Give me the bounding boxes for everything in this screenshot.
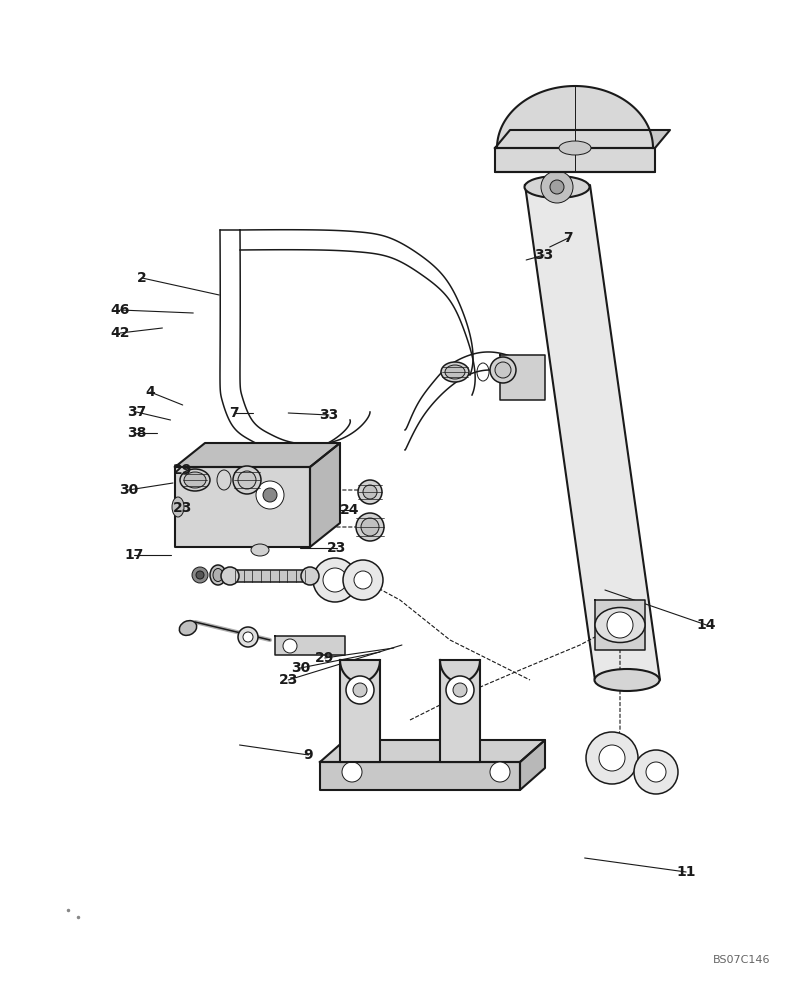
Circle shape <box>191 567 208 583</box>
Circle shape <box>453 683 466 697</box>
Ellipse shape <box>172 497 184 517</box>
Text: 37: 37 <box>127 405 146 419</box>
Ellipse shape <box>238 471 255 489</box>
Text: 7: 7 <box>563 231 573 245</box>
Polygon shape <box>440 660 479 682</box>
Ellipse shape <box>212 568 223 582</box>
Text: 4: 4 <box>145 385 155 399</box>
Circle shape <box>586 732 637 784</box>
Ellipse shape <box>444 365 465 379</box>
Text: 42: 42 <box>110 326 130 340</box>
Text: 2: 2 <box>137 271 147 285</box>
Text: 29: 29 <box>173 463 192 477</box>
Ellipse shape <box>251 544 268 556</box>
Polygon shape <box>175 443 340 467</box>
Polygon shape <box>519 740 544 790</box>
Polygon shape <box>340 660 380 682</box>
Text: 23: 23 <box>327 541 346 555</box>
Polygon shape <box>310 443 340 547</box>
Polygon shape <box>320 762 519 790</box>
Ellipse shape <box>301 567 319 585</box>
Circle shape <box>354 571 371 589</box>
Text: 29: 29 <box>315 651 334 665</box>
Circle shape <box>353 683 367 697</box>
Text: 23: 23 <box>173 501 192 515</box>
Text: 24: 24 <box>339 503 358 517</box>
Polygon shape <box>525 185 659 680</box>
Ellipse shape <box>355 513 384 541</box>
Circle shape <box>341 762 362 782</box>
Text: 7: 7 <box>229 406 238 420</box>
Circle shape <box>633 750 677 794</box>
Ellipse shape <box>363 485 376 499</box>
Polygon shape <box>440 660 479 762</box>
Ellipse shape <box>179 621 196 635</box>
Ellipse shape <box>440 362 469 382</box>
Circle shape <box>607 612 633 638</box>
Polygon shape <box>175 467 310 547</box>
Ellipse shape <box>358 480 381 504</box>
Text: 11: 11 <box>676 865 695 879</box>
Circle shape <box>345 676 374 704</box>
Ellipse shape <box>594 607 644 643</box>
Polygon shape <box>275 636 345 655</box>
Ellipse shape <box>210 565 225 585</box>
Text: 33: 33 <box>534 248 553 262</box>
Polygon shape <box>320 740 544 762</box>
Circle shape <box>489 762 509 782</box>
Circle shape <box>312 558 357 602</box>
Polygon shape <box>500 355 544 400</box>
Circle shape <box>195 571 204 579</box>
Circle shape <box>342 560 383 600</box>
Ellipse shape <box>180 469 210 491</box>
Circle shape <box>238 627 258 647</box>
Circle shape <box>255 481 284 509</box>
Circle shape <box>445 676 474 704</box>
Ellipse shape <box>594 669 659 691</box>
Text: 30: 30 <box>290 661 310 675</box>
Polygon shape <box>496 86 652 148</box>
Text: 17: 17 <box>124 548 144 562</box>
Text: 23: 23 <box>278 673 298 687</box>
Ellipse shape <box>495 362 510 378</box>
Polygon shape <box>495 148 654 172</box>
Text: 14: 14 <box>696 618 715 632</box>
Circle shape <box>242 632 253 642</box>
Ellipse shape <box>233 466 260 494</box>
Polygon shape <box>594 600 644 650</box>
Text: 38: 38 <box>127 426 146 440</box>
Circle shape <box>599 745 624 771</box>
Circle shape <box>540 171 573 203</box>
Text: 33: 33 <box>319 408 338 422</box>
Ellipse shape <box>524 176 589 198</box>
Polygon shape <box>340 660 380 762</box>
Circle shape <box>549 180 564 194</box>
Text: BS07C146: BS07C146 <box>711 955 769 965</box>
Circle shape <box>323 568 346 592</box>
Ellipse shape <box>558 141 590 155</box>
Ellipse shape <box>221 567 238 585</box>
Text: 30: 30 <box>118 483 138 497</box>
Text: 46: 46 <box>110 303 130 317</box>
Polygon shape <box>495 130 669 148</box>
Polygon shape <box>230 570 310 582</box>
Circle shape <box>283 639 297 653</box>
Ellipse shape <box>184 472 206 488</box>
Circle shape <box>646 762 665 782</box>
Ellipse shape <box>361 518 379 536</box>
Ellipse shape <box>489 357 515 383</box>
Circle shape <box>263 488 277 502</box>
Text: 9: 9 <box>303 748 313 762</box>
